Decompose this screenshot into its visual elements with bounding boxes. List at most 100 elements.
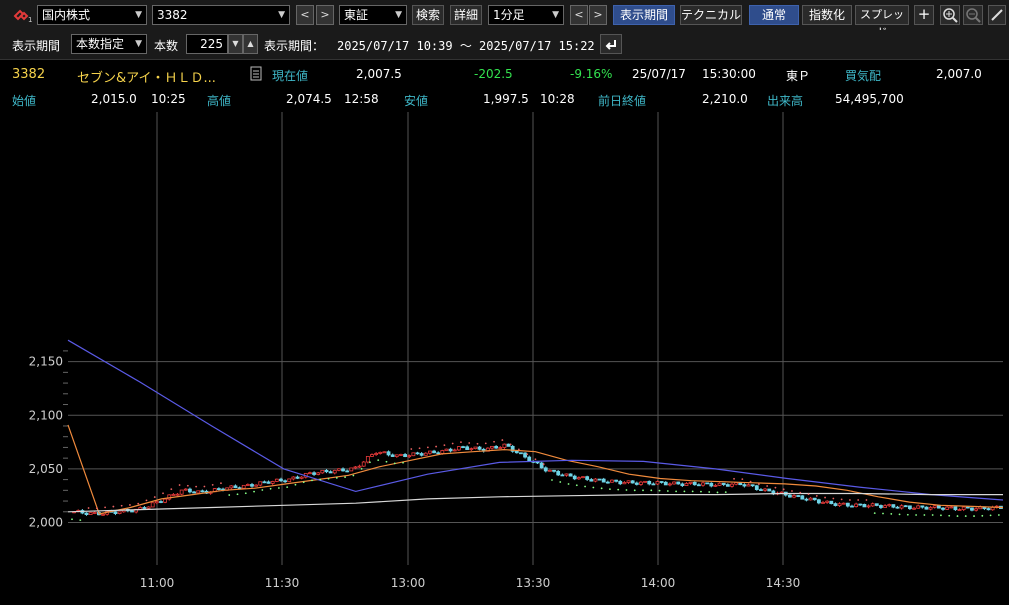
psar-dot (178, 484, 181, 486)
psar-dot (873, 512, 876, 515)
candle-body (237, 487, 242, 490)
psar-dot (542, 463, 545, 466)
psar-dot (294, 483, 297, 486)
current-label: 現在値 (272, 69, 309, 83)
candle-body (183, 488, 188, 491)
search-button[interactable]: 検索 (412, 5, 444, 25)
price-chart[interactable]: 2,000 2,050 2,100 2,150 11:00 11:30 13:00 13:30… (0, 112, 1009, 605)
psar-dot (435, 445, 438, 448)
psar-dot (906, 513, 909, 516)
link-icon[interactable]: 1 (12, 7, 32, 26)
document-icon[interactable] (250, 66, 262, 84)
period-mode-select[interactable]: 本数指定 ▼ (71, 34, 147, 54)
plus-icon[interactable]: + (914, 5, 934, 25)
psar-dot (104, 506, 107, 509)
psar-dot (534, 458, 537, 461)
vwap-line (67, 492, 1003, 513)
zoom-in-icon[interactable] (940, 5, 960, 25)
psar-dot (774, 486, 777, 489)
quote-time: 15:30:00 (702, 67, 756, 81)
candle-body (539, 462, 544, 469)
psar-dot (501, 439, 504, 441)
next-interval-button[interactable]: > (589, 5, 607, 25)
candle-body (953, 506, 958, 511)
ma-long-line (67, 339, 1004, 501)
psar-dot (261, 489, 264, 491)
psar-dot (575, 484, 578, 487)
candle-body (477, 446, 482, 450)
candle-body (510, 445, 515, 452)
candle-body (647, 480, 652, 485)
psar-dot (484, 442, 487, 445)
psar-dot (335, 477, 338, 479)
prev-interval-button[interactable]: < (570, 5, 588, 25)
market-select[interactable]: 国内株式 ▼ (37, 5, 147, 25)
psar-dot (327, 477, 330, 480)
candle-body (461, 446, 465, 448)
technical-button[interactable]: テクニカル (680, 5, 742, 25)
psar-dot (112, 505, 115, 508)
interval-select-value: 1分足 (493, 8, 525, 22)
candle-body (419, 453, 424, 456)
psar-dot (625, 489, 628, 491)
psar-dot (766, 485, 769, 487)
psar-dot (87, 507, 90, 509)
psar-dot (526, 453, 529, 456)
psar-dot (517, 448, 520, 451)
reset-period-button[interactable] (600, 34, 622, 54)
exchange-select[interactable]: 東証 ▼ (339, 5, 407, 25)
candle-body (605, 481, 610, 484)
psar-dot (749, 480, 752, 483)
next-code-button[interactable]: > (316, 5, 334, 25)
market-select-value: 国内株式 (42, 8, 91, 22)
display-period-button[interactable]: 表示期間 (613, 5, 675, 25)
pen-icon[interactable] (988, 5, 1006, 25)
candle-body (837, 503, 842, 506)
detail-button[interactable]: 詳細 (450, 5, 482, 25)
prev-code-button[interactable]: < (296, 5, 314, 25)
count-input[interactable]: 225 (186, 34, 228, 54)
candle-body (908, 505, 912, 510)
candle-body (816, 499, 821, 504)
count-up-button[interactable]: ▲ (243, 34, 258, 54)
candle-body (564, 473, 569, 476)
psar-dot (840, 498, 843, 501)
candle-body (663, 481, 668, 486)
candle-body (469, 448, 474, 451)
candle-body (581, 476, 585, 479)
psar-dot (369, 461, 371, 464)
code-input[interactable]: 3382 ▼ (152, 5, 290, 25)
candle-body (804, 498, 809, 501)
index-button[interactable]: 指数化 (802, 5, 852, 25)
normal-button[interactable]: 通常 (749, 5, 799, 25)
candle-body (986, 508, 991, 511)
candle-body (159, 501, 163, 503)
count-down-button[interactable]: ▼ (228, 34, 243, 54)
candle-body (866, 505, 871, 508)
candle-body (622, 482, 627, 485)
psar-dot (120, 504, 123, 507)
candle-body (808, 497, 813, 501)
candle-body (713, 484, 718, 487)
psar-dot (791, 490, 793, 492)
spread-button[interactable]: スプレッド (855, 5, 909, 39)
candle-body (899, 505, 904, 509)
y-tick-label: 2,150 (29, 355, 63, 369)
code-input-value: 3382 (157, 8, 188, 22)
candle-body (833, 503, 838, 506)
candle-body (386, 451, 391, 456)
market-label: 東Ｐ (786, 69, 811, 83)
interval-select[interactable]: 1分足 ▼ (488, 5, 564, 25)
candle-body (754, 485, 759, 490)
candle-body (626, 480, 631, 483)
candle-body (142, 507, 147, 509)
zoom-out-icon[interactable] (963, 5, 983, 25)
psar-dot (129, 504, 131, 506)
candle-body (961, 506, 966, 510)
psar-dot (700, 490, 702, 493)
psar-dot (592, 486, 595, 489)
psar-dot (857, 499, 860, 501)
candle-body (357, 465, 362, 468)
psar-dot (923, 514, 926, 516)
candle-body (945, 506, 950, 510)
